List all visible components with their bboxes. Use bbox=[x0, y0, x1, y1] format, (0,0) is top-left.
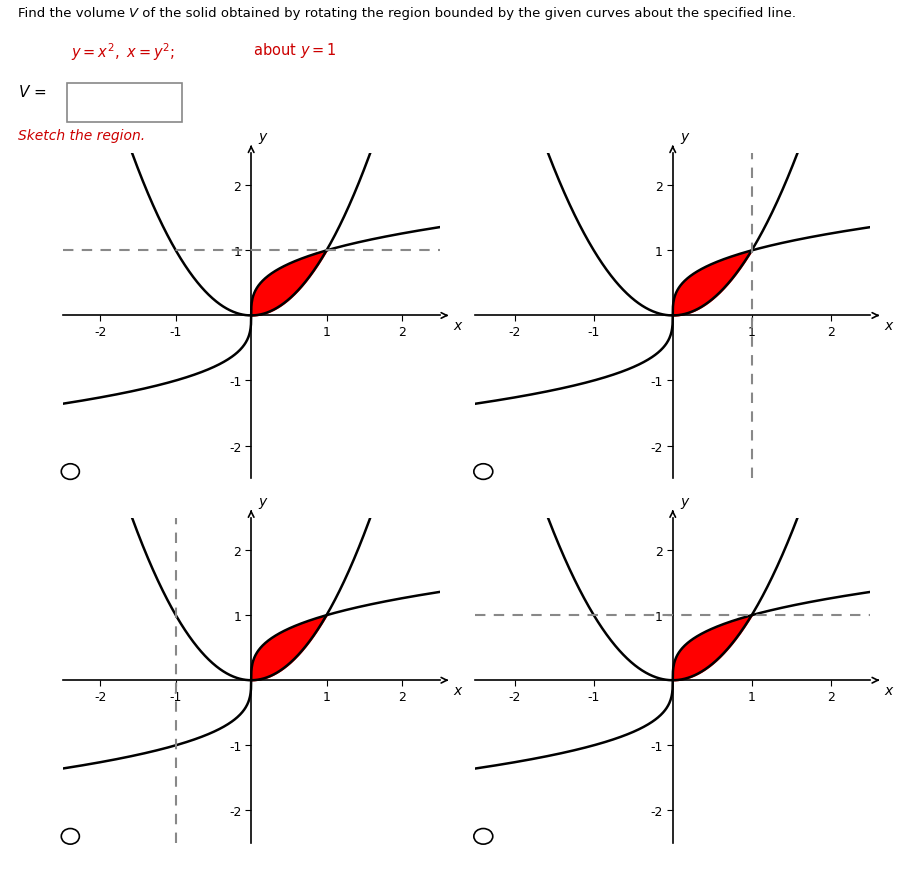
Text: y: y bbox=[258, 130, 267, 144]
Text: x: x bbox=[884, 319, 893, 333]
Text: of the solid obtained by rotating the region bounded by the given curves about t: of the solid obtained by rotating the re… bbox=[138, 7, 796, 20]
Circle shape bbox=[61, 829, 79, 844]
Circle shape bbox=[474, 829, 492, 844]
Text: Find the volume: Find the volume bbox=[18, 7, 129, 20]
Text: x: x bbox=[453, 683, 461, 697]
Text: y: y bbox=[681, 130, 689, 144]
Text: y: y bbox=[681, 494, 689, 508]
Text: x: x bbox=[453, 319, 461, 333]
Text: $y = x^2,\ x = y^2;$: $y = x^2,\ x = y^2;$ bbox=[71, 40, 175, 62]
Text: y: y bbox=[258, 494, 267, 508]
Text: x: x bbox=[884, 683, 893, 697]
Text: Sketch the region.: Sketch the region. bbox=[18, 129, 145, 143]
Text: V: V bbox=[129, 7, 138, 20]
Circle shape bbox=[474, 464, 492, 479]
Circle shape bbox=[61, 464, 79, 479]
FancyBboxPatch shape bbox=[66, 84, 182, 122]
Text: $V$ =: $V$ = bbox=[18, 84, 47, 100]
Text: about $y = 1$: about $y = 1$ bbox=[244, 40, 337, 60]
